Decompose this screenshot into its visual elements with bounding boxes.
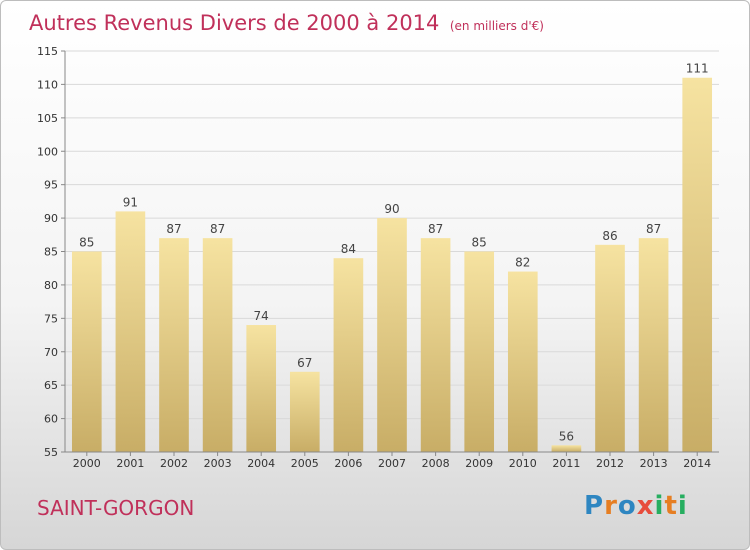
bar: [115, 211, 146, 452]
bar: [551, 445, 582, 452]
data-label: 87: [210, 222, 225, 236]
logo-letter: i: [677, 491, 688, 521]
x-tick-label: 2012: [596, 457, 624, 470]
x-tick-label: 2001: [116, 457, 144, 470]
bar: [595, 244, 625, 452]
data-label: 86: [602, 229, 617, 243]
logo-letter: P: [584, 491, 605, 521]
y-tick-label: 100: [37, 145, 58, 158]
logo-letter: t: [664, 491, 678, 521]
x-tick-label: 2008: [422, 457, 450, 470]
y-tick-label: 90: [44, 212, 58, 225]
data-label: 84: [341, 242, 356, 256]
axes: 55 60 65 70 75 80 85 90 95 100 105 110 115 2000 2001 20…: [37, 45, 719, 470]
x-tick-label: 2005: [291, 457, 319, 470]
y-tick-label: 115: [37, 45, 58, 58]
data-label: 74: [254, 309, 269, 323]
bar: [71, 251, 102, 452]
bars: 85 91 87 87 74 67 84 90 87 85 82 56 86 87 111: [71, 62, 713, 452]
x-tick-label: 2007: [378, 457, 406, 470]
bar: [289, 371, 320, 452]
x-tick-label: 2011: [552, 457, 580, 470]
x-tick-label: 2000: [73, 457, 101, 470]
x-tick-label: 2006: [334, 457, 362, 470]
y-tick-label: 95: [44, 179, 58, 192]
bar: [246, 325, 277, 452]
data-label: 91: [123, 195, 138, 209]
y-tick-label: 70: [44, 346, 58, 359]
y-tick-label: 85: [44, 246, 58, 259]
proxiti-logo: Proxiti: [584, 491, 688, 521]
data-label: 82: [515, 256, 530, 270]
y-tick-label: 105: [37, 112, 58, 125]
title-block: Autres Revenus Divers de 2000 à 2014 (en…: [29, 11, 544, 35]
y-tick-label: 80: [44, 279, 58, 292]
data-label: 67: [297, 356, 312, 370]
bar: [464, 251, 495, 452]
y-tick-label: 60: [44, 413, 58, 426]
bar: [377, 218, 407, 452]
x-tick-label: 2014: [683, 457, 711, 470]
data-label: 87: [166, 222, 181, 236]
chart-subtitle: (en milliers d'€): [449, 19, 544, 33]
data-label: 90: [384, 202, 399, 216]
y-tick-label: 55: [44, 446, 58, 459]
x-tick-label: 2010: [509, 457, 537, 470]
logo-letter: o: [617, 491, 637, 521]
x-tick-label: 2013: [640, 457, 668, 470]
commune-name: SAINT-GORGON: [37, 496, 195, 520]
chart-title: Autres Revenus Divers de 2000 à 2014: [29, 11, 440, 35]
logo-letter: x: [636, 491, 655, 521]
logo-letter: i: [654, 491, 665, 521]
data-label: 85: [472, 236, 487, 250]
data-label: 56: [559, 429, 574, 443]
logo-letter: r: [604, 491, 618, 521]
x-tick-label: 2003: [204, 457, 232, 470]
data-label: 85: [79, 236, 94, 250]
x-tick-label: 2002: [160, 457, 188, 470]
data-label: 87: [646, 222, 661, 236]
y-tick-label: 110: [37, 78, 58, 91]
bar: [333, 258, 364, 452]
y-tick-label: 75: [44, 312, 58, 325]
bar: [507, 271, 538, 452]
data-label: 111: [686, 62, 709, 76]
bar: [420, 238, 451, 452]
bar: [202, 238, 233, 452]
x-tick-label: 2009: [465, 457, 493, 470]
bar: [159, 238, 189, 452]
bar: [682, 77, 713, 452]
x-tick-label: 2004: [247, 457, 275, 470]
y-tick-label: 65: [44, 379, 58, 392]
bar: [638, 238, 669, 452]
data-label: 87: [428, 222, 443, 236]
